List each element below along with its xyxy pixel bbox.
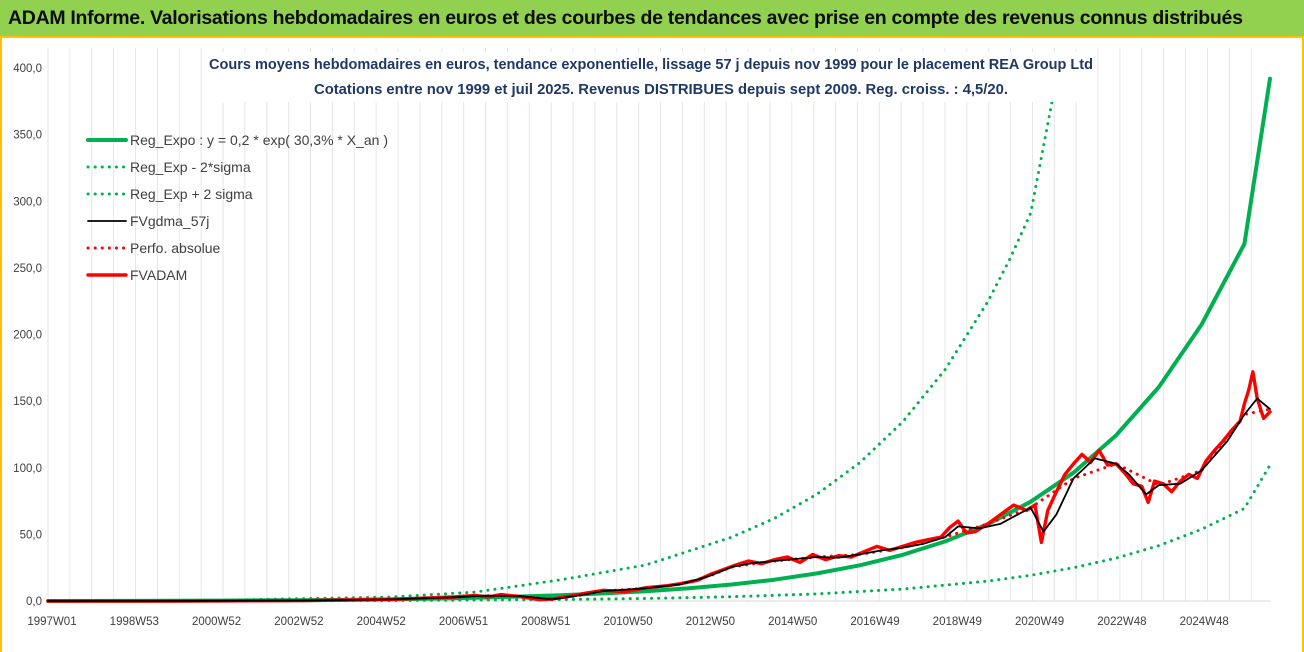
chart: 0,0 50,0 100,0 150,0 200,0 250,0 300,0 350,0 400… bbox=[13, 48, 1272, 628]
legend-label-4: Perfo. absolue bbox=[130, 240, 220, 256]
x-tick-label: 2022W48 bbox=[1097, 616, 1146, 628]
y-axis-ticks: 0,0 50,0 100,0 150,0 200,0 250,0 300,0 350,0 400… bbox=[13, 63, 42, 608]
chart-area: 0,0 50,0 100,0 150,0 200,0 250,0 300,0 350,0 400… bbox=[0, 38, 1304, 652]
series-line-5 bbox=[46, 370, 1272, 603]
series-line-0 bbox=[46, 76, 1272, 603]
x-tick-label: 2012W50 bbox=[686, 616, 735, 628]
x-tick-label: 2006W51 bbox=[439, 616, 488, 628]
series-line-1 bbox=[46, 463, 1272, 603]
y-tick-label: 400,0 bbox=[13, 63, 42, 75]
title-box bbox=[202, 52, 1092, 102]
banner-title: ADAM Informe. Valorisations hebdomadaire… bbox=[8, 7, 1243, 29]
y-tick-label: 0,0 bbox=[26, 596, 42, 608]
x-tick-label: 2008W51 bbox=[521, 616, 570, 628]
grid bbox=[47, 48, 1252, 601]
y-tick-label: 200,0 bbox=[13, 330, 42, 342]
x-tick-label: 2018W49 bbox=[933, 616, 982, 628]
series bbox=[46, 76, 1272, 603]
series-line-3 bbox=[47, 397, 1271, 602]
x-tick-label: 2014W50 bbox=[768, 616, 817, 628]
x-tick-label: 2016W49 bbox=[850, 616, 899, 628]
y-tick-label: 350,0 bbox=[13, 130, 42, 142]
y-tick-label: 50,0 bbox=[20, 529, 42, 541]
legend-label-0: Reg_Expo : y = 0,2 * exp( 30,3% * X_an ) bbox=[130, 132, 388, 148]
series-line-4 bbox=[46, 407, 1272, 603]
x-tick-label: 2024W48 bbox=[1180, 616, 1229, 628]
legend-label-1: Reg_Exp - 2*sigma bbox=[130, 159, 251, 175]
x-tick-label: 2002W52 bbox=[274, 616, 323, 628]
legend-label-3: FVgdma_57j bbox=[130, 213, 209, 229]
x-tick-label: 1998W53 bbox=[110, 616, 159, 628]
chart-title: Cours moyens hebdomadaires en euros, ten… bbox=[209, 57, 1093, 73]
x-tick-label: 2020W49 bbox=[1015, 616, 1064, 628]
legend-label-2: Reg_Exp + 2 sigma bbox=[130, 186, 253, 202]
x-tick-label: 2010W50 bbox=[603, 616, 652, 628]
chart-subtitle: Cotations entre nov 1999 et juil 2025. R… bbox=[314, 82, 1008, 98]
x-axis-ticks: 1997W01 1998W53 2000W52 2002W52 2004W52 2006W… bbox=[27, 616, 1228, 628]
y-tick-label: 150,0 bbox=[13, 396, 42, 408]
y-tick-label: 300,0 bbox=[13, 196, 42, 208]
x-tick-label: 1997W01 bbox=[27, 616, 76, 628]
x-tick-label: 2000W52 bbox=[192, 616, 241, 628]
legend: Reg_Expo : y = 0,2 * exp( 30,3% * X_an )… bbox=[86, 132, 388, 283]
y-tick-label: 250,0 bbox=[13, 263, 42, 275]
x-tick-label: 2004W52 bbox=[357, 616, 406, 628]
series-line-2 bbox=[46, 99, 1054, 603]
y-tick-label: 100,0 bbox=[13, 463, 42, 475]
banner: ADAM Informe. Valorisations hebdomadaire… bbox=[0, 0, 1304, 38]
legend-label-5: FVADAM bbox=[130, 267, 187, 283]
